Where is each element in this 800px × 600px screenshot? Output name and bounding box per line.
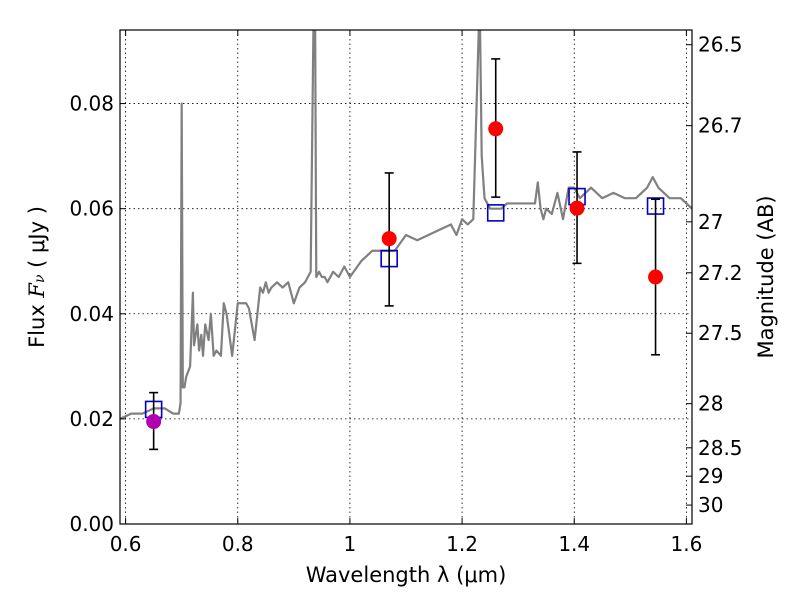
observed-marker — [381, 231, 397, 247]
plot-frame — [119, 29, 693, 525]
observed-point — [488, 58, 504, 198]
x-tick-label: 1 — [344, 532, 357, 556]
x-axis-label: Wavelength λ (μm) — [306, 563, 507, 587]
x-tick-label: 0.8 — [222, 532, 254, 556]
observed-point — [146, 391, 162, 451]
observed-point — [648, 198, 664, 356]
magnitude-tick-label: 26.7 — [698, 114, 743, 138]
y-tick-label: 0.04 — [69, 302, 114, 326]
sed-model-line — [120, 30, 692, 420]
magnitude-tick-label: 29 — [698, 464, 723, 488]
observed-marker — [488, 121, 504, 137]
y-tick-label: 0.08 — [69, 92, 114, 116]
plot-area — [120, 30, 692, 451]
magnitude-tick-label: 30 — [698, 493, 723, 517]
y-tick-label: 0.00 — [69, 512, 114, 536]
x-tick-label: 1.6 — [670, 532, 702, 556]
magnitude-tick-label: 27.5 — [698, 321, 743, 345]
y-axis-label: Flux Fν ( μJy ) — [25, 206, 49, 348]
observed-marker — [648, 269, 664, 285]
model-photometry-box — [486, 204, 505, 222]
observed-point — [381, 172, 397, 307]
observed-marker — [146, 414, 162, 430]
axes: 0.6 0.8 1 1.2 1.4 1.6 0.00 0.02 0.04 0.06 0.08 26.5… — [69, 30, 743, 556]
y-tick-label: 0.06 — [69, 197, 114, 221]
grid — [120, 30, 692, 525]
y-tick-label: 0.02 — [69, 407, 114, 431]
magnitude-tick-label: 27.2 — [698, 261, 743, 285]
magnitude-tick-label: 26.5 — [698, 33, 743, 57]
x-tick-label: 1.4 — [558, 532, 590, 556]
x-tick-label: 0.6 — [110, 532, 142, 556]
right-axis-label: Magnitude (AB) — [754, 195, 778, 358]
magnitude-tick-label: 27 — [698, 210, 723, 234]
observed-point — [569, 151, 585, 265]
x-tick-label: 1.2 — [446, 532, 478, 556]
magnitude-tick-label: 28.5 — [698, 436, 743, 460]
magnitude-tick-label: 28 — [698, 392, 723, 416]
observed-marker — [569, 200, 585, 216]
